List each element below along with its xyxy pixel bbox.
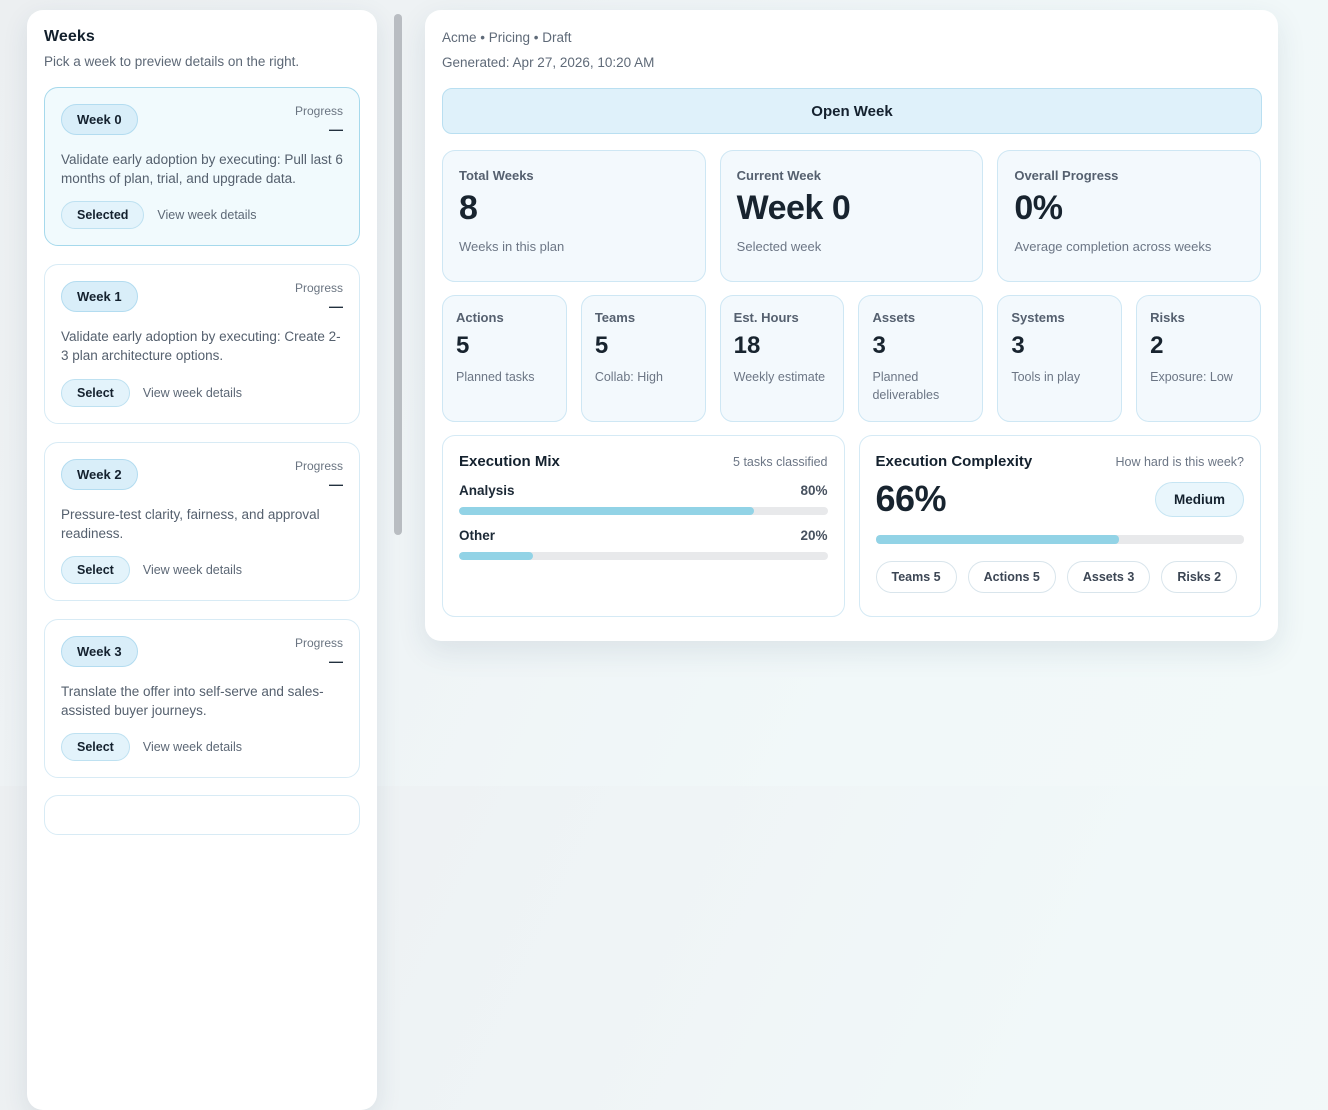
mix-bar-track [459,507,828,515]
mini-value: 3 [872,332,886,359]
mini-value: 2 [1150,332,1164,359]
mix-bar-fill [459,552,533,560]
mini-sub: Planned tasks [456,370,535,384]
week-description: Validate early adoption by executing: Pu… [61,152,343,187]
progress-label: Progress [294,635,343,650]
mini-card-teams: Teams 5 Collab: High [580,295,706,422]
execution-mix-title: Execution Mix [459,453,560,470]
mini-sub: Planned deliverables [872,370,940,402]
mini-card-risks: Risks 2 Exposure: Low [1136,295,1261,422]
mini-value: 5 [456,332,470,359]
week-badge: Week 2 [61,458,138,490]
mini-label: Assets [872,310,916,325]
mini-value: 18 [733,332,761,359]
sidebar-title: Weeks [44,28,95,45]
mini-card-actions: Actions 5 Planned tasks [442,295,567,422]
mini-card-systems: Systems 3 Tools in play [997,295,1123,422]
stat-sub: Selected week [736,239,822,254]
stat-label: Total Weeks [459,168,534,183]
weeks-sidebar: Weeks Pick a week to preview details on … [27,10,377,1110]
mini-card-assets: Assets 3 Planned deliverables [858,295,984,422]
progress-label: Progress [294,458,343,473]
sidebar-subtitle: Pick a week to preview details on the ri… [44,54,300,69]
complexity-value: 66% [875,478,947,519]
progress-value: — [329,121,343,137]
mix-bar-fill [459,507,754,515]
chip-actions: Actions 5 [967,561,1056,593]
mini-card-est-hours: Est. Hours 18 Weekly estimate [719,295,845,422]
breadcrumb: Acme • Pricing • Draft [442,30,572,45]
mini-sub: Weekly estimate [733,370,826,384]
chip-risks: Risks 2 [1161,561,1238,593]
mini-label: Teams [594,310,636,325]
mix-row-pct: 20% [800,528,828,543]
week-description: Pressure-test clarity, fairness, and app… [61,506,320,541]
mix-bar-track [459,552,828,560]
week-detail-panel: Acme • Pricing • Draft Generated: Apr 27… [425,10,1278,641]
stat-label: Current Week [736,168,821,183]
mini-stats-row: Actions 5 Planned tasks Teams 5 Collab: … [442,295,1261,422]
progress-label: Progress [294,104,343,118]
stat-value: Week 0 [736,189,851,227]
view-week-details-link[interactable]: View week details [142,385,242,400]
mix-row-pct: 80% [800,483,828,498]
stat-label: Overall Progress [1014,168,1119,183]
mini-value: 3 [1011,332,1025,359]
week-description: Translate the offer into self-serve and … [61,683,324,719]
mini-label: Est. Hours [733,310,799,325]
week-card-3[interactable]: Week 3 Progress — Translate the offer in… [44,618,360,779]
view-week-details-link[interactable]: View week details [142,562,242,577]
execution-complexity-title: Execution Complexity [875,453,1033,470]
stat-card-current-week: Current Week Week 0 Selected week [719,150,984,282]
analysis-row: Execution Mix 5 tasks classified Analysi… [442,435,1261,617]
select-week-button[interactable]: Select [61,733,130,762]
week-card-0[interactable]: Week 0 Progress — Validate early adoptio… [44,87,360,247]
progress-label: Progress [294,281,343,296]
complexity-level-badge: Medium [1154,481,1244,517]
week-description: Validate early adoption by executing: Cr… [61,329,341,364]
stat-value: 0% [1014,189,1063,227]
select-week-button[interactable]: Selected [61,201,145,230]
chip-teams: Teams 5 [875,561,957,593]
complexity-bar-fill [875,535,1119,544]
mini-sub: Collab: High [594,370,663,384]
complexity-chips-row: Teams 5 Actions 5 Assets 3 Risks 2 [875,561,1245,593]
mini-label: Actions [456,310,504,325]
execution-mix-card: Execution Mix 5 tasks classified Analysi… [442,435,845,617]
progress-value: — [329,475,343,492]
progress-value: — [329,298,343,315]
stat-value: 8 [459,189,478,227]
execution-mix-meta: 5 tasks classified [733,455,828,469]
view-week-details-link[interactable]: View week details [142,740,242,755]
mini-sub: Exposure: Low [1150,370,1233,384]
week-badge: Week 3 [61,635,138,667]
week-badge: Week 1 [61,281,138,313]
mini-sub: Tools in play [1011,370,1081,384]
complexity-bar-track [875,535,1244,544]
open-week-button[interactable]: Open Week [442,88,1262,134]
mix-row-label: Analysis [459,483,515,498]
week-card-next-partial[interactable] [44,795,360,836]
mini-label: Systems [1011,310,1065,325]
week-badge: Week 0 [61,104,138,135]
mix-row-label: Other [459,528,496,543]
chip-assets: Assets 3 [1066,561,1151,593]
mini-value: 5 [594,332,609,359]
view-week-details-link[interactable]: View week details [157,208,257,223]
stat-card-total-weeks: Total Weeks 8 Weeks in this plan [442,150,706,282]
progress-value: — [329,652,343,669]
generated-timestamp: Generated: Apr 27, 2026, 10:20 AM [442,55,655,70]
execution-complexity-meta: How hard is this week? [1115,455,1244,469]
select-week-button[interactable]: Select [61,378,130,407]
sidebar-scrollbar-thumb[interactable] [394,14,402,535]
week-card-1[interactable]: Week 1 Progress — Validate early adoptio… [44,264,360,424]
mini-label: Risks [1150,310,1185,325]
week-card-2[interactable]: Week 2 Progress — Pressure-test clarity,… [44,441,360,601]
stat-card-overall-progress: Overall Progress 0% Average completion a… [997,150,1262,282]
summary-stats-row: Total Weeks 8 Weeks in this plan Current… [442,150,1262,282]
execution-complexity-card: Execution Complexity How hard is this we… [858,435,1261,617]
stat-sub: Weeks in this plan [459,239,565,254]
stat-sub: Average completion across weeks [1014,239,1212,254]
select-week-button[interactable]: Select [61,555,130,584]
